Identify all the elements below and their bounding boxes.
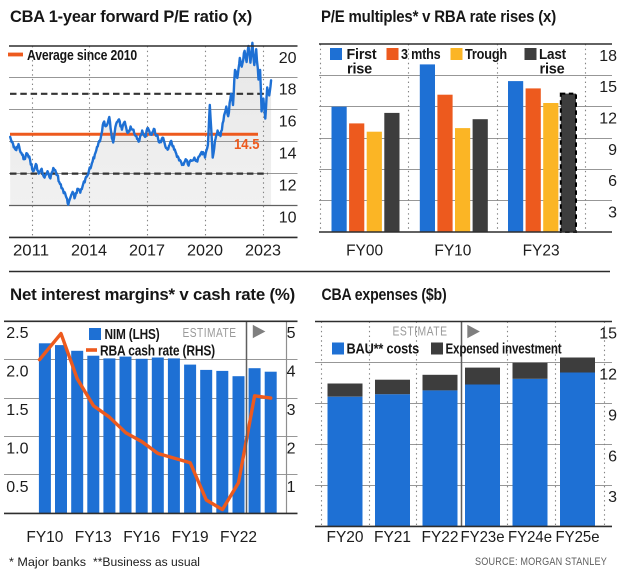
svg-text:3: 3 <box>287 402 296 419</box>
svg-text:20: 20 <box>279 50 297 67</box>
svg-text:14.5: 14.5 <box>234 136 260 153</box>
svg-text:6: 6 <box>608 173 617 190</box>
svg-text:12: 12 <box>599 111 617 128</box>
svg-text:FY10: FY10 <box>434 243 471 260</box>
svg-text:CBA expenses ($b): CBA expenses ($b) <box>322 286 447 304</box>
svg-text:Last: Last <box>539 47 566 63</box>
svg-text:Trough: Trough <box>465 47 507 63</box>
svg-text:15: 15 <box>599 79 617 96</box>
svg-text:12: 12 <box>279 177 297 194</box>
svg-text:9: 9 <box>608 142 617 159</box>
svg-text:12: 12 <box>599 366 617 383</box>
svg-text:RBA cash rate (RHS): RBA cash rate (RHS) <box>100 344 215 360</box>
svg-text:1: 1 <box>287 479 296 496</box>
svg-text:P/E multiples* v RBA rate rise: P/E multiples* v RBA rate rises (x) <box>321 8 556 26</box>
svg-text:10: 10 <box>279 209 297 226</box>
svg-text:FY20: FY20 <box>327 529 364 546</box>
svg-text:CBA 1-year forward P/E ratio (: CBA 1-year forward P/E ratio (x) <box>10 8 252 26</box>
svg-text:2017: 2017 <box>129 243 165 260</box>
svg-text:* Major banks: * Major banks <box>9 555 86 569</box>
svg-text:16: 16 <box>279 114 297 131</box>
svg-text:FY24e: FY24e <box>508 529 552 546</box>
svg-text:4: 4 <box>287 364 296 381</box>
svg-text:3 mths: 3 mths <box>401 47 441 63</box>
svg-text:FY22: FY22 <box>422 529 459 546</box>
svg-text:18: 18 <box>599 48 617 65</box>
svg-text:3: 3 <box>608 489 617 506</box>
svg-text:FY25e: FY25e <box>556 529 600 546</box>
svg-text:18: 18 <box>279 82 297 99</box>
svg-text:FY23: FY23 <box>523 243 560 260</box>
svg-text:2014: 2014 <box>71 243 107 260</box>
svg-text:0.5: 0.5 <box>6 479 28 496</box>
svg-text:1.0: 1.0 <box>6 440 28 457</box>
svg-text:6: 6 <box>608 448 617 465</box>
svg-text:9: 9 <box>608 407 617 424</box>
svg-text:SOURCE: MORGAN STANLEY: SOURCE: MORGAN STANLEY <box>475 556 607 568</box>
svg-text:2011: 2011 <box>13 243 49 260</box>
svg-text:3: 3 <box>608 205 617 222</box>
svg-text:ESTIMATE: ESTIMATE <box>183 325 237 340</box>
svg-text:**Business as usual: **Business as usual <box>93 555 200 569</box>
svg-text:2.5: 2.5 <box>6 325 28 342</box>
svg-text:FY00: FY00 <box>346 243 383 260</box>
svg-text:NIM (LHS): NIM (LHS) <box>105 327 160 343</box>
svg-text:2023: 2023 <box>245 243 281 260</box>
svg-text:FY19: FY19 <box>172 529 209 546</box>
svg-text:5: 5 <box>287 325 296 342</box>
svg-text:2: 2 <box>287 440 296 457</box>
svg-text:2.0: 2.0 <box>6 364 28 381</box>
svg-text:ESTIMATE: ESTIMATE <box>393 324 448 339</box>
svg-text:15: 15 <box>599 325 617 342</box>
svg-text:FY21: FY21 <box>374 529 411 546</box>
svg-text:FY10: FY10 <box>26 529 63 546</box>
svg-text:BAU** costs: BAU** costs <box>347 342 420 358</box>
svg-text:Average since 2010: Average since 2010 <box>27 48 137 64</box>
svg-text:rise: rise <box>540 62 565 78</box>
svg-text:1.5: 1.5 <box>6 402 28 419</box>
svg-text:FY22: FY22 <box>220 529 257 546</box>
svg-text:rise: rise <box>347 62 372 78</box>
svg-text:Net interest margins* v cash r: Net interest margins* v cash rate (%) <box>10 286 295 304</box>
svg-text:14: 14 <box>279 146 297 163</box>
svg-text:Expensed investment: Expensed investment <box>446 342 562 358</box>
svg-text:First: First <box>347 47 377 63</box>
svg-text:FY16: FY16 <box>123 529 160 546</box>
svg-text:FY13: FY13 <box>75 529 112 546</box>
svg-text:2020: 2020 <box>187 243 223 260</box>
svg-text:FY23e: FY23e <box>461 529 505 546</box>
